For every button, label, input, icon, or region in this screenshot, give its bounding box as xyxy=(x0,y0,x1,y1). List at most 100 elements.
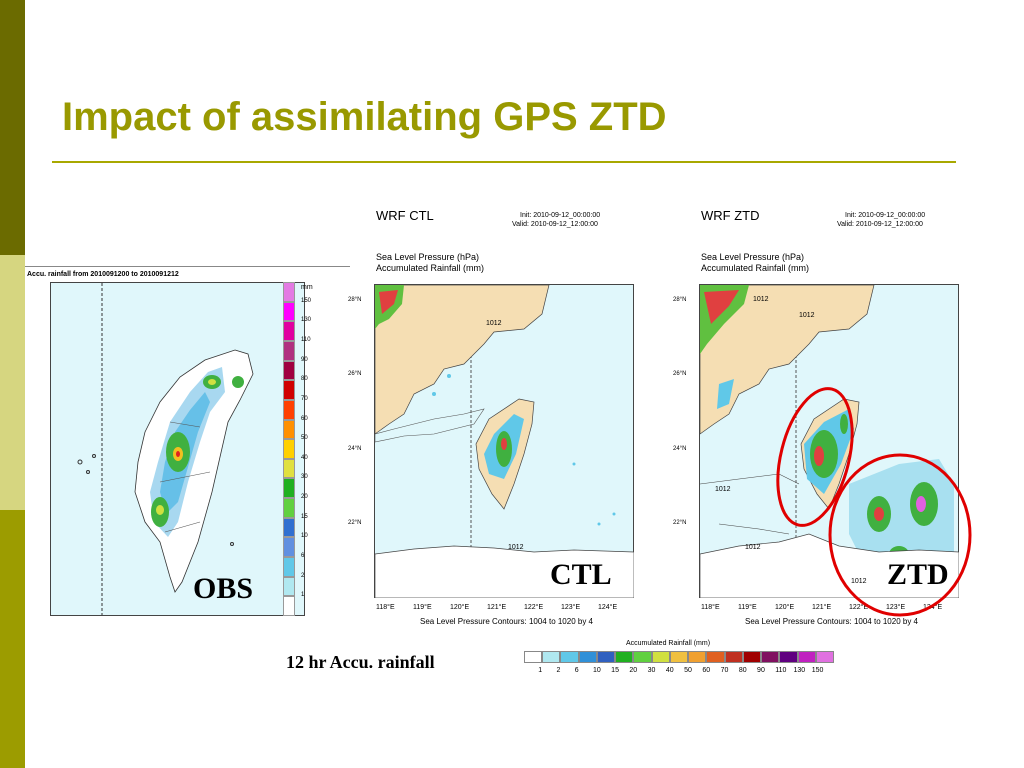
obs-label: OBS xyxy=(193,572,254,605)
obs-scale-label: 6 xyxy=(301,553,305,560)
ztd-footer: Sea Level Pressure Contours: 1004 to 102… xyxy=(745,617,918,626)
obs-scale-label: 10 xyxy=(301,533,308,540)
obs-scale-swatch xyxy=(283,537,295,558)
slide-title: Impact of assimilating GPS ZTD xyxy=(62,95,667,139)
obs-scale-label: 15 xyxy=(301,513,308,520)
colorbar-swatch xyxy=(615,651,634,663)
obs-scale-label: 2 xyxy=(301,572,305,579)
colorbar-tick-label: 70 xyxy=(720,667,729,674)
ztd-init: Init: 2010-09-12_00:00:00 xyxy=(845,212,926,219)
sidebar-band-dark xyxy=(0,0,25,255)
colorbar-tick-label: 150 xyxy=(811,667,824,674)
obs-scale-swatch xyxy=(283,301,295,322)
colorbar-tick-label: 2 xyxy=(556,667,561,674)
ctl-valid: Valid: 2010-09-12_12:00:00 xyxy=(512,221,598,228)
sidebar-band-light xyxy=(0,255,25,510)
colorbar-tick-label: 40 xyxy=(665,667,674,674)
colorbar-tick-label: 110 xyxy=(775,667,787,674)
colorbar-tick-label: 80 xyxy=(738,667,747,674)
ctl-contour-label-2: 1012 xyxy=(508,544,524,551)
obs-scale-unit: mm xyxy=(301,284,313,291)
ctl-lon-label: 122°E xyxy=(524,604,544,611)
colorbar-tick-label: 6 xyxy=(574,667,579,674)
ctl-lat-label: 28°N xyxy=(348,297,362,303)
obs-scale-label: 80 xyxy=(301,376,308,383)
obs-scale-swatch xyxy=(283,282,295,302)
colorbar-tick-label: 10 xyxy=(592,667,601,674)
colorbar-tick-label: 20 xyxy=(629,667,638,674)
ztd-label: ZTD xyxy=(887,558,949,591)
colorbar-swatch xyxy=(560,651,579,663)
ctl-lon-label: 119°E xyxy=(413,604,432,611)
colorbar-tick-label: 130 xyxy=(793,667,806,674)
colorbar-tick-label: 90 xyxy=(757,667,765,674)
colorbar-swatch xyxy=(578,651,597,663)
colorbar-swatch xyxy=(761,651,780,663)
ztd-lat-label: 24°N xyxy=(673,446,687,452)
obs-header-line xyxy=(25,266,350,267)
obs-scale-label: 20 xyxy=(301,494,308,501)
ztd-contour-label-4: 1012 xyxy=(745,544,761,551)
ztd-field-pressure: Sea Level Pressure (hPa) xyxy=(701,252,805,262)
obs-scale-label: 90 xyxy=(301,356,308,363)
obs-scale-swatch xyxy=(283,321,295,341)
title-divider xyxy=(52,161,956,163)
colorbar: Accumulated Rainfall (mm) 1 2 6 10 15 20 30 40 5… xyxy=(524,638,834,678)
obs-panel: Accu. rainfall from 2010091200 to 201009… xyxy=(25,262,350,622)
colorbar-swatch xyxy=(633,651,652,663)
obs-scale-swatch xyxy=(283,557,295,577)
colorbar-swatch xyxy=(815,651,834,663)
obs-header: Accu. rainfall from 2010091200 to 201009… xyxy=(27,271,179,278)
ctl-field-pressure: Sea Level Pressure (hPa) xyxy=(376,252,480,262)
obs-scale-swatch xyxy=(283,439,295,459)
obs-scale-swatch xyxy=(283,458,295,479)
obs-map xyxy=(50,282,305,616)
obs-scale-label: 1 xyxy=(301,592,305,599)
colorbar-swatch xyxy=(542,651,561,663)
ctl-lon-label: 118°E xyxy=(376,604,395,611)
obs-scale-swatch xyxy=(283,576,295,597)
mainland-china-ztd xyxy=(699,284,875,435)
sidebar-band-mid xyxy=(0,510,25,768)
ztd-valid: Valid: 2010-09-12_12:00:00 xyxy=(837,221,923,228)
obs-scale-label: 50 xyxy=(301,435,308,442)
ctl-lon-label: 120°E xyxy=(450,604,470,611)
colorbar-swatch xyxy=(742,651,762,663)
obs-scale-swatch xyxy=(283,399,295,420)
ctl-label: CTL xyxy=(550,558,612,591)
ctl-lon-label: 123°E xyxy=(561,604,581,611)
ztd-title: WRF ZTD xyxy=(701,208,760,223)
colorbar-swatch xyxy=(724,651,743,663)
ztd-lon-label: 121°E xyxy=(812,604,832,611)
ztd-lat-label: 26°N xyxy=(673,371,687,377)
obs-scale-swatch xyxy=(283,517,295,538)
ztd-lon-label: 120°E xyxy=(775,604,795,611)
colorbar-swatch xyxy=(596,651,616,663)
obs-scale-swatch xyxy=(283,498,295,518)
obs-scale-swatch xyxy=(283,419,295,440)
ztd-contour-label-2: 1012 xyxy=(799,312,815,319)
ctl-lon-label: 124°E xyxy=(598,604,618,611)
ztd-field-rainfall: Accumulated Rainfall (mm) xyxy=(701,263,810,273)
ztd-map xyxy=(699,284,959,598)
ztd-lon-label: 118°E xyxy=(701,604,720,611)
colorbar-tick-label: 15 xyxy=(611,667,619,674)
obs-scale-label: 110 xyxy=(301,336,311,343)
colorbar-swatch xyxy=(797,651,816,663)
obs-scale-swatch xyxy=(283,596,295,616)
obs-scale-label: 150 xyxy=(301,297,312,304)
obs-scale-swatch xyxy=(283,380,295,400)
ctl-contour-label-1: 1012 xyxy=(486,320,502,327)
obs-scale-label: 70 xyxy=(301,395,308,402)
ctl-field-rainfall: Accumulated Rainfall (mm) xyxy=(376,263,485,273)
mainland-china-ctl xyxy=(374,284,550,435)
colorbar-swatch xyxy=(779,651,798,663)
colorbar-tick-label: 50 xyxy=(684,667,692,674)
colorbar-swatch xyxy=(524,651,543,663)
colorbar-title: Accumulated Rainfall (mm) xyxy=(626,640,711,647)
ctl-lat-label: 26°N xyxy=(348,371,362,377)
obs-scale-swatch xyxy=(283,340,295,361)
obs-scale-label: 130 xyxy=(301,317,312,324)
ztd-lat-label: 22°N xyxy=(673,520,687,526)
ztd-lon-label: 123°E xyxy=(886,604,906,611)
